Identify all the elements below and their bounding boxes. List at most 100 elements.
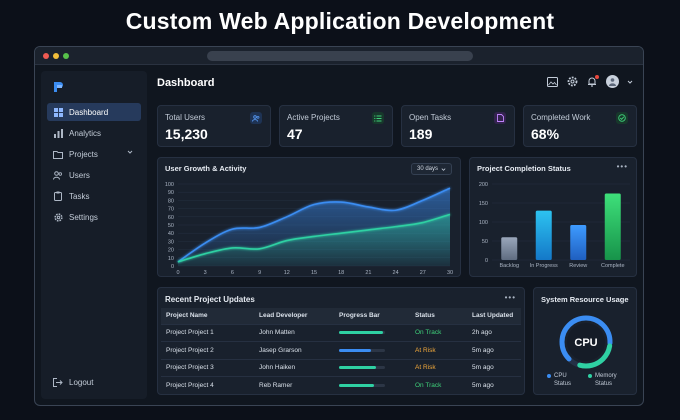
y-tick-label: 70: [168, 207, 174, 213]
minimize-window-button[interactable]: [53, 53, 59, 59]
x-tick-label: In Progress: [530, 263, 558, 269]
progress-bar: [339, 366, 385, 370]
column-header[interactable]: Progress Bar: [334, 308, 410, 324]
sidebar-item-projects[interactable]: Projects: [47, 145, 141, 163]
chevron-down-icon[interactable]: [127, 149, 133, 155]
bar-backlog[interactable]: [501, 237, 518, 260]
y-tick-label: 150: [479, 201, 488, 207]
x-tick-label: 12: [284, 270, 290, 276]
last-updated: 5m ago: [467, 358, 521, 377]
chevron-down-icon: [441, 167, 446, 171]
user-growth-chart-card: User Growth & Activity 30 days: [157, 157, 461, 277]
more-options-icon[interactable]: •••: [504, 293, 516, 302]
table-row[interactable]: Project Project 2 Jasep Grarson At Risk 5m …: [161, 341, 521, 359]
lead-developer: John Haiken: [254, 358, 334, 377]
x-tick-label: 21: [365, 270, 371, 276]
browser-titlebar: [35, 47, 643, 65]
grid-icon: [53, 107, 63, 117]
table-row[interactable]: Project Project 4 Reb Ramer On Track 5m ago: [161, 376, 521, 394]
stat-value: 68%: [531, 126, 560, 142]
bell-icon[interactable]: [586, 74, 599, 88]
column-header[interactable]: Lead Developer: [254, 308, 334, 324]
stat-card-open-tasks[interactable]: Open Tasks 189: [401, 105, 515, 147]
bar-in-progress[interactable]: [535, 210, 552, 260]
series-area: [178, 214, 450, 266]
gear-icon[interactable]: [566, 76, 578, 88]
sidebar-item-label: Analytics: [69, 128, 102, 138]
date-range-value: 30 days: [416, 166, 438, 172]
stat-card-active-projects[interactable]: Active Projects 47: [279, 105, 393, 147]
stat-card-completed-work[interactable]: Completed Work 68%: [523, 105, 637, 147]
y-tick-label: 0: [485, 258, 488, 264]
folder-icon: [53, 149, 63, 159]
table-row[interactable]: Project Project 3 John Haiken At Risk 5m ag…: [161, 358, 521, 377]
project-name[interactable]: Project Project 4: [161, 376, 254, 394]
stat-label: Active Projects: [287, 113, 340, 122]
maximize-window-button[interactable]: [63, 53, 69, 59]
chart-title: User Growth & Activity: [165, 164, 247, 173]
lead-developer: Jasep Grarson: [254, 341, 334, 359]
y-tick-label: 100: [479, 220, 488, 226]
column-header[interactable]: Status: [410, 308, 467, 324]
stat-label: Open Tasks: [409, 113, 452, 122]
column-header[interactable]: Project Name: [161, 308, 254, 324]
progress-cell: [334, 376, 410, 394]
user-growth-chart[interactable]: 0 10 20 30 40 50 60 70 80 90 100 0 3 6 9 12 15 18 21 24 27 30: [158, 158, 462, 278]
sidebar-item-dashboard[interactable]: Dashboard: [47, 103, 141, 121]
logout-label: Logout: [69, 377, 94, 387]
bar-complete[interactable]: [604, 193, 621, 261]
progress-fill: [339, 384, 374, 387]
x-tick-label: 24: [393, 270, 399, 276]
progress-fill: [339, 348, 372, 352]
sidebar-item-label: Settings: [69, 212, 98, 222]
project-name[interactable]: Project Project 3: [161, 358, 254, 377]
sidebar-item-label: Dashboard: [69, 107, 109, 117]
progress-fill: [339, 331, 383, 335]
header-toolbar: [546, 74, 633, 88]
last-updated: 5m ago: [467, 376, 521, 394]
column-header[interactable]: Last Updated: [467, 308, 521, 324]
x-tick-label: Review: [569, 263, 587, 269]
stat-card-total-users[interactable]: Total Users 15,230: [157, 105, 271, 147]
sidebar-item-analytics[interactable]: Analytics: [47, 124, 141, 142]
last-updated: 5m ago: [467, 341, 521, 359]
notification-badge: [595, 74, 599, 79]
last-updated: 2h ago: [467, 323, 521, 342]
date-range-select[interactable]: 30 days: [410, 163, 452, 175]
y-tick-label: 60: [168, 215, 174, 221]
gear-icon: [53, 212, 63, 222]
chevron-down-icon[interactable]: [627, 79, 633, 85]
clipboard-icon: [53, 191, 63, 201]
stat-value: 15,230: [165, 126, 208, 142]
cpu-gauge[interactable]: CPU: [534, 288, 638, 396]
more-options-icon[interactable]: •••: [616, 162, 628, 171]
check-circle-icon: [616, 112, 628, 124]
series-line[interactable]: [177, 213, 451, 263]
project-name[interactable]: Project Project 1: [161, 323, 254, 342]
project-completion-chart[interactable]: 0 50 100 150 200 Backlog In Progress Review Comp…: [470, 158, 638, 278]
x-tick-label: Complete: [601, 263, 625, 269]
status-badge: At Risk: [410, 358, 467, 377]
project-name[interactable]: Project Project 2: [161, 341, 254, 359]
users-icon: [250, 112, 262, 124]
progress-bar: [339, 384, 385, 387]
bar-review[interactable]: [570, 225, 587, 260]
resource-usage-card: System Resource Usage CPU CPU Status Mem…: [533, 287, 637, 395]
y-tick-label: 20: [168, 248, 174, 254]
lead-developer: John Matten: [254, 323, 334, 342]
sidebar-item-settings[interactable]: Settings: [47, 208, 141, 226]
stat-label: Total Users: [165, 113, 206, 122]
page-title: Dashboard: [157, 77, 215, 89]
logout-button[interactable]: Logout: [47, 373, 141, 391]
status-badge: On Track: [410, 376, 467, 394]
image-icon[interactable]: [546, 76, 558, 88]
user-avatar[interactable]: [606, 75, 619, 88]
close-window-button[interactable]: [43, 53, 49, 59]
series-line[interactable]: [177, 187, 451, 263]
progress-bar: [339, 348, 385, 352]
address-bar[interactable]: [207, 51, 473, 61]
progress-fill: [339, 366, 376, 370]
sidebar-item-users[interactable]: Users: [47, 166, 141, 184]
sidebar-item-tasks[interactable]: Tasks: [47, 187, 141, 205]
table-row[interactable]: Project Project 1 John Matten On Track 2h a…: [161, 323, 521, 342]
